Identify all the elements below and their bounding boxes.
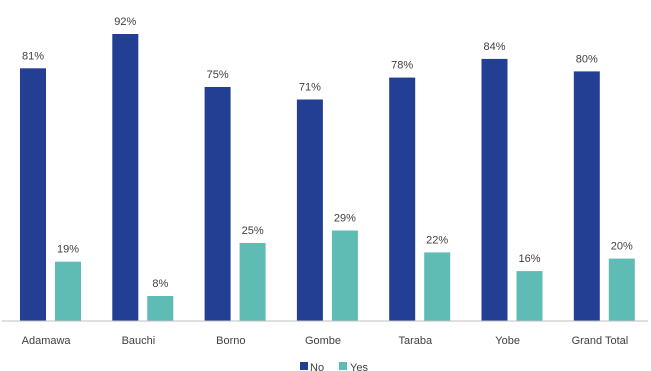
- bar-no-taraba: [389, 77, 416, 321]
- data-label-yes-gombe: 29%: [334, 213, 356, 225]
- bar-yes-adamawa: [55, 261, 81, 321]
- bar-yes-gombe: [331, 230, 358, 321]
- data-label-yes-yobe: 16%: [518, 253, 540, 265]
- category-label-yobe: Yobe: [495, 335, 520, 347]
- legend: No Yes: [300, 362, 368, 371]
- category-label-bauchi: Bauchi: [122, 335, 156, 347]
- bar-yes-taraba: [424, 252, 451, 321]
- data-label-no-taraba: 78%: [391, 60, 413, 72]
- category-label-adamawa: Adamawa: [22, 335, 72, 347]
- value-labels-layer: 81% 19% 92% 8% 75% 25% 71% 29% 78% 22% 84% 16% 80% 20…: [22, 16, 633, 290]
- bar-no-bauchi: [112, 34, 139, 321]
- data-label-no-grand-total: 80%: [576, 53, 598, 65]
- data-label-yes-taraba: 22%: [426, 234, 448, 246]
- data-label-no-adamawa: 81%: [22, 50, 44, 62]
- category-labels-layer: Adamawa Bauchi Borno Gombe Taraba Yobe Grand T…: [22, 335, 629, 347]
- category-label-gombe: Gombe: [305, 335, 341, 347]
- bar-yes-yobe: [516, 271, 543, 321]
- legend-swatch-no: [300, 362, 308, 370]
- data-label-no-gombe: 71%: [299, 82, 321, 94]
- category-label-taraba: Taraba: [398, 335, 433, 347]
- legend-label-no: No: [310, 362, 324, 371]
- bar-yes-borno: [239, 243, 266, 321]
- data-label-yes-grand-total: 20%: [611, 241, 633, 253]
- bar-no-yobe: [481, 58, 508, 322]
- bar-no-borno: [204, 87, 231, 321]
- bars-layer: [20, 34, 635, 322]
- data-label-yes-adamawa: 19%: [57, 244, 79, 256]
- bar-no-grand-total: [573, 71, 600, 322]
- data-label-yes-bauchi: 8%: [152, 278, 168, 290]
- bar-yes-grand-total: [608, 258, 635, 321]
- bar-no-adamawa: [20, 68, 46, 321]
- legend-label-yes: Yes: [350, 362, 368, 371]
- data-label-no-yobe: 84%: [483, 41, 505, 53]
- bar-yes-bauchi: [147, 296, 174, 321]
- legend-swatch-yes: [339, 362, 347, 370]
- data-label-no-bauchi: 92%: [114, 16, 136, 28]
- data-label-no-borno: 75%: [207, 69, 229, 81]
- data-label-yes-borno: 25%: [242, 225, 264, 237]
- bar-no-gombe: [296, 99, 323, 321]
- category-label-borno: Borno: [216, 335, 245, 347]
- category-label-grand-total: Grand Total: [572, 335, 629, 347]
